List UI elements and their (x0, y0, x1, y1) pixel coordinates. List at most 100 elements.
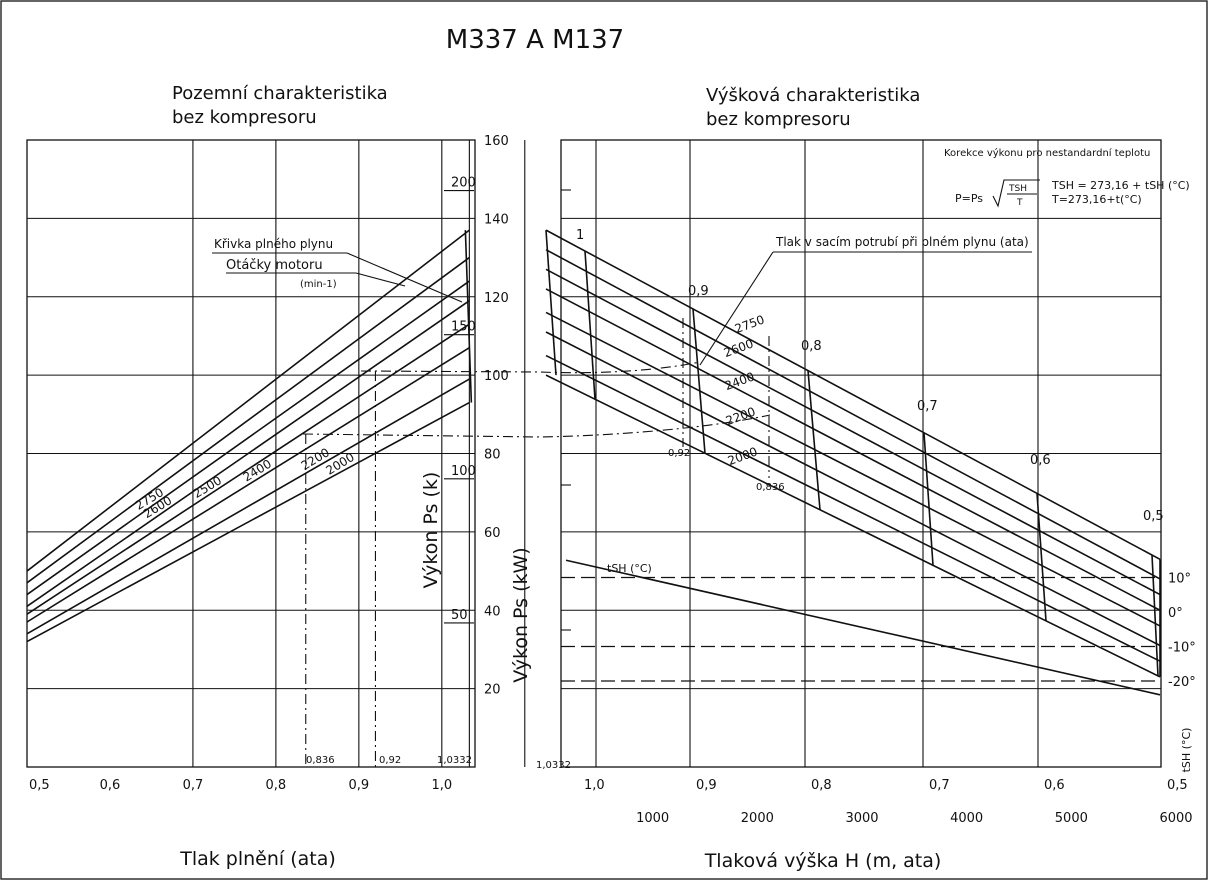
right-ata-tick: 0,7 (929, 778, 950, 793)
marker-label-0836: 0,836 (306, 755, 335, 766)
right-left-boundary (545, 230, 557, 376)
right-ata-tick: 0,6 (1044, 778, 1065, 793)
right-meter-tick: 1000 (636, 811, 669, 826)
right-pressure-line (923, 432, 934, 566)
left-x-tick: 0,9 (349, 778, 370, 793)
right-x-meter-labels: 1000 2000 3000 4000 5000 6000 (636, 811, 1192, 826)
left-x-tick: 0,8 (266, 778, 287, 793)
right-curve (545, 331, 1161, 647)
kw-tick: 20 (484, 683, 501, 698)
left-curve (26, 347, 470, 623)
right-rpm-label: 2200 (724, 404, 757, 428)
formula-denominator: T (1016, 198, 1023, 208)
right-curves (545, 229, 1161, 678)
right-pressure-line (1036, 493, 1047, 621)
left-heading-line1: Pozemní charakteristika (172, 83, 388, 104)
hp-tick: 150 (451, 320, 476, 335)
right-curve (545, 268, 1161, 596)
temperature-tick: -10° (1168, 641, 1196, 656)
page-title: M337 A M137 (446, 25, 624, 55)
right-meter-tick: 2000 (741, 811, 774, 826)
left-curve (26, 229, 470, 572)
right-ata-tick: 1,0 (584, 778, 605, 793)
temperature-tick: 0° (1168, 606, 1183, 621)
right-pressure-value: 1 (576, 228, 584, 243)
right-curve (545, 229, 1161, 561)
formula-left: P=Ps (955, 192, 983, 205)
hp-axis-label: Výkon Ps (k) (420, 472, 442, 589)
hp-tick: 200 (451, 176, 476, 191)
legend-leader-1 (346, 252, 463, 303)
left-x-tick-labels: 0,5 0,6 0,7 0,8 0,9 1,0 (29, 778, 452, 793)
formula-tsh-definition: TSH = 273,16 + tSH (°C) (1051, 179, 1190, 192)
marker-label-10332: 1,0332 (437, 755, 472, 766)
left-curve (26, 378, 470, 635)
temperature-tick: -20° (1168, 675, 1196, 690)
right-meter-tick: 6000 (1159, 811, 1192, 826)
formula-root (992, 179, 1040, 208)
left-curve (26, 401, 470, 643)
right-pressure-value: 0,5 (1143, 509, 1164, 524)
right-pressure-line (584, 250, 596, 400)
formula-numerator: TSH (1008, 184, 1027, 194)
left-x-tick: 0,7 (183, 778, 204, 793)
right-ata-tick: 0,8 (811, 778, 832, 793)
left-rpm-label: 2400 (241, 457, 274, 485)
left-curve (26, 300, 470, 607)
right-pressure-value: 0,6 (1030, 453, 1051, 468)
correction-title: Korekce výkonu pro nestandardní teplotu (944, 147, 1150, 159)
kw-tick-labels: 20 40 60 80 100 120 140 160 (484, 134, 509, 698)
temperature-tick: 10° (1168, 572, 1191, 587)
temperature-line (565, 559, 1161, 696)
right-pressure-labels: 1 0,9 0,8 0,7 0,6 0,5 (576, 228, 1164, 524)
right-x-axis-label: Tlaková výška H (m, ata) (704, 850, 942, 872)
kw-tick: 100 (484, 369, 509, 384)
right-curve (545, 311, 1161, 627)
left-x-tick: 0,6 (100, 778, 121, 793)
right-ata-tick: 0,5 (1167, 778, 1188, 793)
right-meter-tick: 3000 (845, 811, 878, 826)
right-pressure-value: 0,7 (917, 399, 938, 414)
temperature-axis-label: tSH (°C) (1180, 728, 1193, 773)
left-x-axis-label: Tlak plnění (ata) (179, 848, 336, 870)
right-heading-line2: bez kompresoru (706, 109, 851, 130)
right-meter-tick: 4000 (950, 811, 983, 826)
left-curves (26, 229, 473, 643)
lower-pressure-0836: 0,836 (756, 482, 785, 493)
pressure-callout-leader (699, 251, 774, 366)
legend-leader-2 (355, 272, 406, 287)
connector-85kw (302, 414, 771, 438)
right-ata-tick: 0,9 (696, 778, 717, 793)
left-x-tick: 1,0 (431, 778, 452, 793)
kw-tick: 160 (484, 134, 509, 149)
kw-tick: 140 (484, 212, 509, 227)
temperature-series-label: tSH (°C) (607, 562, 652, 575)
left-curve (26, 256, 470, 584)
temperature-scale: 10° 0° -10° -20° (561, 559, 1196, 696)
kw-axis-label: Výkon Ps (kW) (510, 547, 532, 682)
right-curve (545, 288, 1161, 611)
left-grid (27, 140, 526, 767)
right-meter-tick: 5000 (1055, 811, 1088, 826)
legend-engine-rpm: Otáčky motoru (226, 258, 323, 273)
right-curve (545, 354, 1161, 662)
legend-unit: (min-1) (300, 279, 337, 290)
hp-tick: 50 (451, 608, 468, 623)
right-pressure-line (692, 308, 706, 454)
right-pressure-lines (584, 250, 1159, 676)
kw-tick: 40 (484, 604, 501, 619)
left-x-tick: 0,5 (29, 778, 50, 793)
right-pressure-value: 0,9 (688, 284, 709, 299)
right-start-label: 1,0332 (536, 760, 571, 771)
right-pressure-value: 0,8 (801, 339, 822, 354)
left-curve (26, 323, 470, 615)
formula-t-definition: T=273,16+t(°C) (1051, 193, 1142, 206)
right-curve (545, 374, 1161, 678)
right-curve (545, 249, 1161, 580)
left-full-throttle-curve (464, 230, 473, 403)
left-curve (26, 280, 470, 596)
lower-pressure-092: 0,92 (668, 448, 690, 459)
right-rpm-label: 2600 (722, 336, 755, 360)
